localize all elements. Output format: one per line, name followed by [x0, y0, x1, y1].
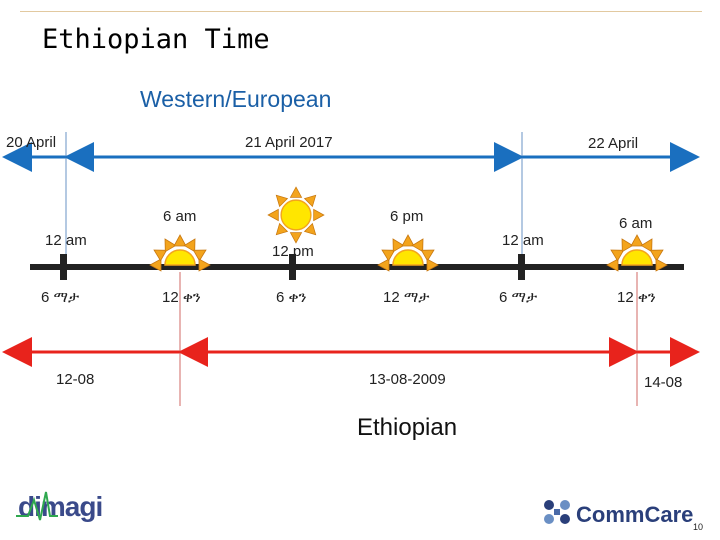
commcare-logo-text: CommCare: [576, 502, 694, 527]
western-date-center: 21 April 2017: [245, 134, 333, 151]
ethiopian-date-right: 14-08: [644, 374, 683, 391]
page-number: 10: [693, 522, 704, 532]
western-time-12pm: 12 pm: [272, 243, 314, 260]
top-divider: [20, 11, 702, 12]
dimagi-pulse-icon: [16, 491, 58, 521]
western-label: Western/European: [140, 86, 332, 112]
commcare-icon: [544, 500, 570, 524]
page-title: Ethiopian Time: [42, 24, 270, 55]
sun-icon-setting: [377, 234, 439, 272]
western-time-6am: 6 am: [163, 208, 197, 225]
western-time-6pm: 6 pm: [390, 208, 424, 225]
western-time-12am-left: 12 am: [45, 232, 87, 249]
sun-icon-rising-2: [606, 234, 668, 272]
tick-12am-right: [518, 254, 525, 280]
ethiopian-time-6: 12 ቀን: [617, 289, 656, 306]
ethiopian-time-1: 6 ማታ: [41, 289, 80, 306]
tick-12am-left: [60, 254, 67, 280]
ethiopian-label: Ethiopian: [357, 414, 458, 441]
ethiopian-date-left: 12-08: [56, 371, 95, 388]
tick-12pm: [289, 254, 296, 280]
sun-icon-rising-1: [149, 234, 211, 272]
ethiopian-time-3: 6 ቀን: [276, 289, 307, 306]
western-date-left: 20 April: [6, 134, 57, 151]
western-time-12am-right: 12 am: [502, 232, 544, 249]
ethiopian-time-2: 12 ቀን: [162, 289, 201, 306]
ethiopian-date-center: 13-08-2009: [369, 371, 446, 388]
western-date-right: 22 April: [588, 135, 639, 152]
sun-icon-noon: [267, 186, 325, 244]
ethiopian-time-5: 6 ማታ: [499, 289, 538, 306]
ethiopian-time-4: 12 ማታ: [383, 289, 430, 306]
western-time-6am-next: 6 am: [619, 215, 653, 232]
